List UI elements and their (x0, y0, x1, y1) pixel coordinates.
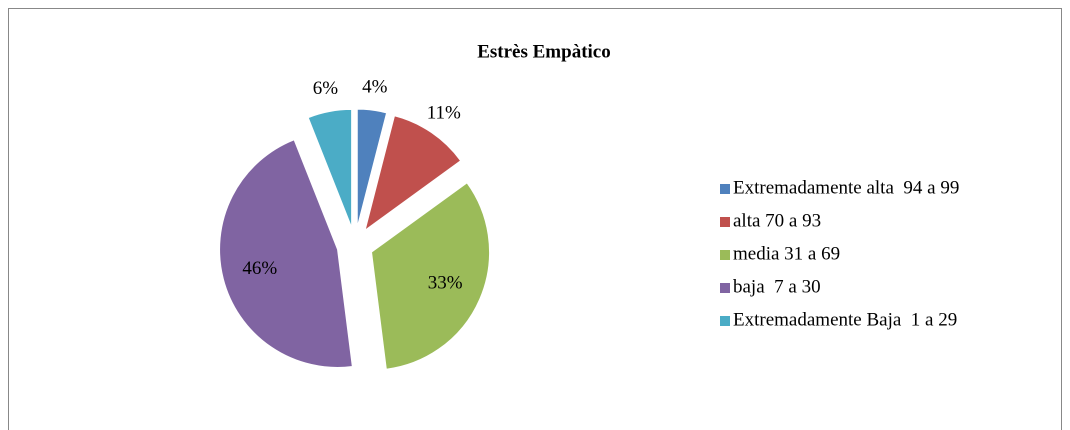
pie-slice (219, 139, 353, 368)
legend-swatch (720, 217, 730, 227)
data-label: 6% (313, 78, 339, 99)
pie-slice (364, 115, 462, 232)
legend-label: Extremadamente alta 94 a 99 (733, 177, 959, 198)
legend-swatch (720, 316, 730, 326)
chart-border (8, 8, 1062, 430)
data-label: 46% (242, 258, 277, 279)
legend-label: alta 70 a 93 (733, 210, 821, 231)
pie-slice (307, 108, 353, 228)
legend-swatch (720, 283, 730, 293)
pie-slice (370, 182, 490, 370)
chart-title: Estrès Empàtico (477, 41, 611, 62)
legend-label: Extremadamente Baja 1 a 29 (733, 309, 957, 330)
legend-swatch (720, 250, 730, 260)
data-label: 33% (428, 272, 463, 293)
data-label: 4% (362, 77, 388, 98)
legend-label: media 31 a 69 (733, 243, 840, 264)
legend-label: baja 7 a 30 (733, 276, 821, 297)
data-label: 11% (427, 103, 461, 124)
legend-swatch (720, 184, 730, 194)
pie-slice (356, 108, 388, 228)
